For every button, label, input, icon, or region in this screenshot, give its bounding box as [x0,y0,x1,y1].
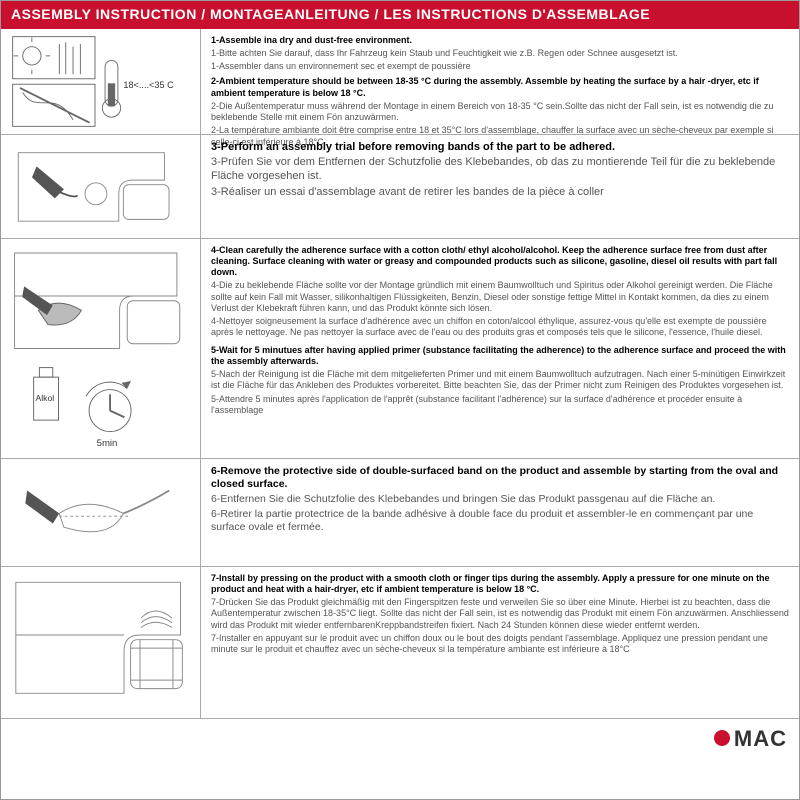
step-row-5: 7-Install by pressing on the product wit… [1,567,799,719]
alcohol-label: Alkol [36,393,55,403]
s1-en: 1-Assemble ina dry and dust-free environ… [211,35,789,46]
s1-fr: 1-Assembler dans un environnement sec et… [211,61,789,72]
s2-de: 2-Die Außentemperatur muss während der M… [211,101,789,124]
logo-text: MAC [734,725,787,753]
illus-trial [1,135,201,238]
s3-de: 3-Prüfen Sie vor dem Entfernen der Schut… [211,156,789,184]
illus-clean-primer: Alkol 5min [1,239,201,458]
s6-fr: 6-Retirer la partie protectrice de la ba… [211,508,789,534]
s4-de: 4-Die zu beklebende Fläche sollte vor de… [211,280,789,314]
s4-en: 4-Clean carefully the adherence surface … [211,245,789,279]
s6-de: 6-Entfernen Sie die Schutzfolie des Kleb… [211,493,789,506]
step-row-2: 3-Perform an assembly trial before remov… [1,135,799,239]
s7-fr: 7-Installer en appuyant sur le produit a… [211,633,789,656]
s5-en: 5-Wait for 5 minutues after having appli… [211,345,789,368]
footer: MAC [1,719,799,759]
temp-range-label: 18<....<35 C [123,79,174,89]
step-4-5-text: 4-Clean carefully the adherence surface … [201,239,799,458]
step-6-text: 6-Remove the protective side of double-s… [201,459,799,566]
s6-en: 6-Remove the protective side of double-s… [211,465,789,491]
s5-fr: 5-Attendre 5 minutes après l'application… [211,394,789,417]
step-row-1: 18<....<35 C 1-Assemble ina dry and dust… [1,29,799,135]
s7-de: 7-Drücken Sie das Produkt gleichmäßig mi… [211,597,789,631]
s3-en: 3-Perform an assembly trial before remov… [211,141,789,155]
illus-press [1,567,201,718]
s5-de: 5-Nach der Reinigung ist die Fläche mit … [211,369,789,392]
page-title: ASSEMBLY INSTRUCTION / MONTAGEANLEITUNG … [1,1,799,29]
s7-en: 7-Install by pressing on the product wit… [211,573,789,596]
step-row-4: 6-Remove the protective side of double-s… [1,459,799,567]
instruction-sheet: ASSEMBLY INSTRUCTION / MONTAGEANLEITUNG … [0,0,800,800]
step-3-text: 3-Perform an assembly trial before remov… [201,135,799,238]
time-label: 5min [97,437,118,448]
brand-logo: MAC [714,725,787,753]
s1-de: 1-Bitte achten Sie darauf, dass Ihr Fahr… [211,48,789,59]
logo-dot-icon [714,730,730,746]
step-1-2-text: 1-Assemble ina dry and dust-free environ… [201,29,799,134]
illus-remove-tape [1,459,201,566]
s3-fr: 3-Réaliser un essai d'assemblage avant d… [211,186,789,200]
step-7-text: 7-Install by pressing on the product wit… [201,567,799,718]
s4-fr: 4-Nettoyer soigneusement la surface d'ad… [211,316,789,339]
step-row-3: Alkol 5min 4-Clean carefully the adheren… [1,239,799,459]
illus-temperature: 18<....<35 C [1,29,201,134]
s2-en: 2-Ambient temperature should be between … [211,76,789,99]
